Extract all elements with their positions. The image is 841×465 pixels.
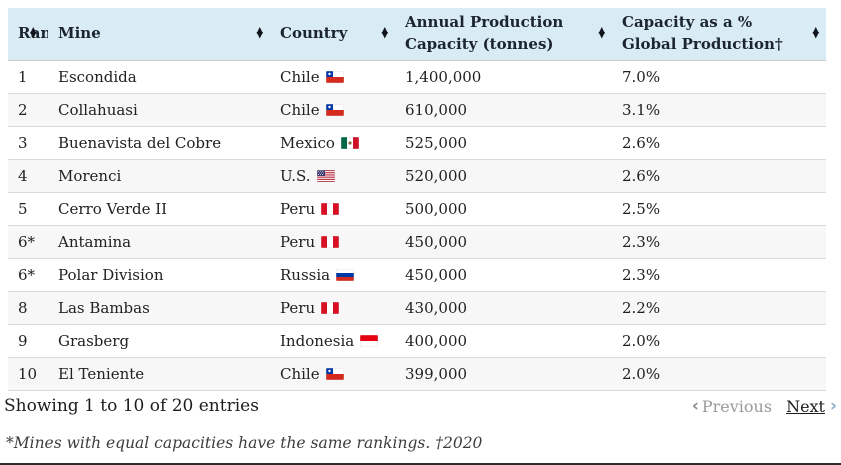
rank-cell: 9 [8,324,48,358]
pct-cell: 2.6% [612,159,826,193]
sort-icon[interactable]: ▲ ▼ [812,25,819,41]
rank-cell: 6* [8,258,48,292]
chile-flag-icon [325,367,344,380]
table-row: 6* Antamina Peru 450,000 2.3% [8,225,826,259]
pct-cell: 2.3% [612,225,826,259]
country-cell: Chile [270,93,395,127]
sort-icon[interactable]: ▲ ▼ [256,25,263,41]
mine-cell: Las Bambas [48,291,270,325]
capacity-cell: 430,000 [395,291,612,325]
mine-cell: El Teniente [48,357,270,391]
sort-icon[interactable]: ▲ ▼ [598,25,605,41]
country-cell: Chile [270,60,395,94]
russia-flag-icon [336,268,355,281]
mine-cell: Polar Division [48,258,270,292]
column-header-capacity-label: Annual Production Capacity (tonnes) [405,13,564,53]
column-header-mine[interactable]: Mine ▲ ▼ [48,8,270,61]
column-header-rank[interactable]: Rank ▲ ▼ [8,8,62,61]
country-cell: Mexico [270,126,395,160]
table-row: 3 Buenavista del Cobre Mexico 525,000 2.… [8,126,826,160]
pct-cell: 2.6% [612,126,826,160]
mexico-flag-icon [340,136,359,149]
rank-cell: 5 [8,192,48,226]
capacity-cell: 500,000 [395,192,612,226]
mine-cell: Buenavista del Cobre [48,126,270,160]
header-row: Rank ▲ ▼ Mine ▲ ▼ Country ▲ ▼ Annual Produc… [8,8,826,61]
column-header-country[interactable]: Country ▲ ▼ [270,8,395,61]
chevron-right-icon: › [829,396,837,416]
table-row: 2 Collahuasi Chile 610,000 3.1% [8,93,826,127]
mine-cell: Escondida [48,60,270,94]
pct-cell: 2.3% [612,258,826,292]
previous-label: Previous [701,396,773,416]
peru-flag-icon [321,202,340,215]
showing-entries-text: Showing 1 to 10 of 20 entries [4,396,259,416]
chile-flag-icon [325,103,344,116]
table-footnote: *Mines with equal capacities have the sa… [6,434,483,452]
table-row: 6* Polar Division Russia 450,000 2.3% [8,258,826,292]
pct-cell: 3.1% [612,93,826,127]
capacity-cell: 399,000 [395,357,612,391]
sort-icon[interactable]: ▲ ▼ [381,25,388,41]
mine-cell: Cerro Verde II [48,192,270,226]
rank-cell: 10 [8,357,48,391]
capacity-cell: 450,000 [395,225,612,259]
sort-icon[interactable]: ▲ ▼ [30,25,37,41]
peru-flag-icon [321,301,340,314]
table-row: 1 Escondida Chile 1,400,000 7.0% [8,60,826,94]
rank-cell: 4 [8,159,48,193]
rank-cell: 6* [8,225,48,259]
peru-flag-icon [321,235,340,248]
pagination: ‹ Previous Next › [692,396,837,416]
column-header-pct[interactable]: Capacity as a % Global Production† ▲ ▼ [612,8,826,61]
previous-button[interactable]: ‹ Previous [692,396,772,416]
table-footer: Showing 1 to 10 of 20 entries ‹ Previous… [4,396,837,416]
pct-cell: 2.0% [612,324,826,358]
rank-cell: 2 [8,93,48,127]
country-cell: Peru [270,291,395,325]
country-cell: Peru [270,225,395,259]
mine-cell: Grasberg [48,324,270,358]
next-label: Next [786,396,825,416]
mine-capacity-table: Rank ▲ ▼ Mine ▲ ▼ Country ▲ ▼ Annual Produc… [8,8,826,391]
column-header-country-label: Country [280,23,348,42]
mine-cell: Collahuasi [48,93,270,127]
pct-cell: 2.0% [612,357,826,391]
mine-cell: Antamina [48,225,270,259]
table-row: 4 Morenci U.S. 520,000 2.6% [8,159,826,193]
country-cell: Chile [270,357,395,391]
capacity-cell: 525,000 [395,126,612,160]
rank-cell: 3 [8,126,48,160]
rank-cell: 8 [8,291,48,325]
pct-cell: 7.0% [612,60,826,94]
country-cell: Russia [270,258,395,292]
usa-flag-icon [316,169,335,182]
capacity-cell: 610,000 [395,93,612,127]
country-cell: Indonesia [270,324,395,358]
table-row: 10 El Teniente Chile 399,000 2.0% [8,357,826,391]
table-row: 5 Cerro Verde II Peru 500,000 2.5% [8,192,826,226]
capacity-cell: 400,000 [395,324,612,358]
table-row: 8 Las Bambas Peru 430,000 2.2% [8,291,826,325]
column-header-capacity[interactable]: Annual Production Capacity (tonnes) ▲ ▼ [395,8,612,61]
chevron-left-icon: ‹ [691,396,699,416]
next-button[interactable]: Next › [786,396,837,416]
column-header-pct-label: Capacity as a % Global Production† [622,13,783,53]
capacity-cell: 1,400,000 [395,60,612,94]
capacity-cell: 450,000 [395,258,612,292]
pct-cell: 2.5% [612,192,826,226]
country-cell: Peru [270,192,395,226]
table-row: 9 Grasberg Indonesia 400,000 2.0% [8,324,826,358]
rank-cell: 1 [8,60,48,94]
capacity-cell: 520,000 [395,159,612,193]
chile-flag-icon [325,70,344,83]
indonesia-flag-icon [360,334,379,347]
country-cell: U.S. [270,159,395,193]
mine-cell: Morenci [48,159,270,193]
column-header-mine-label: Mine [58,23,101,42]
pct-cell: 2.2% [612,291,826,325]
